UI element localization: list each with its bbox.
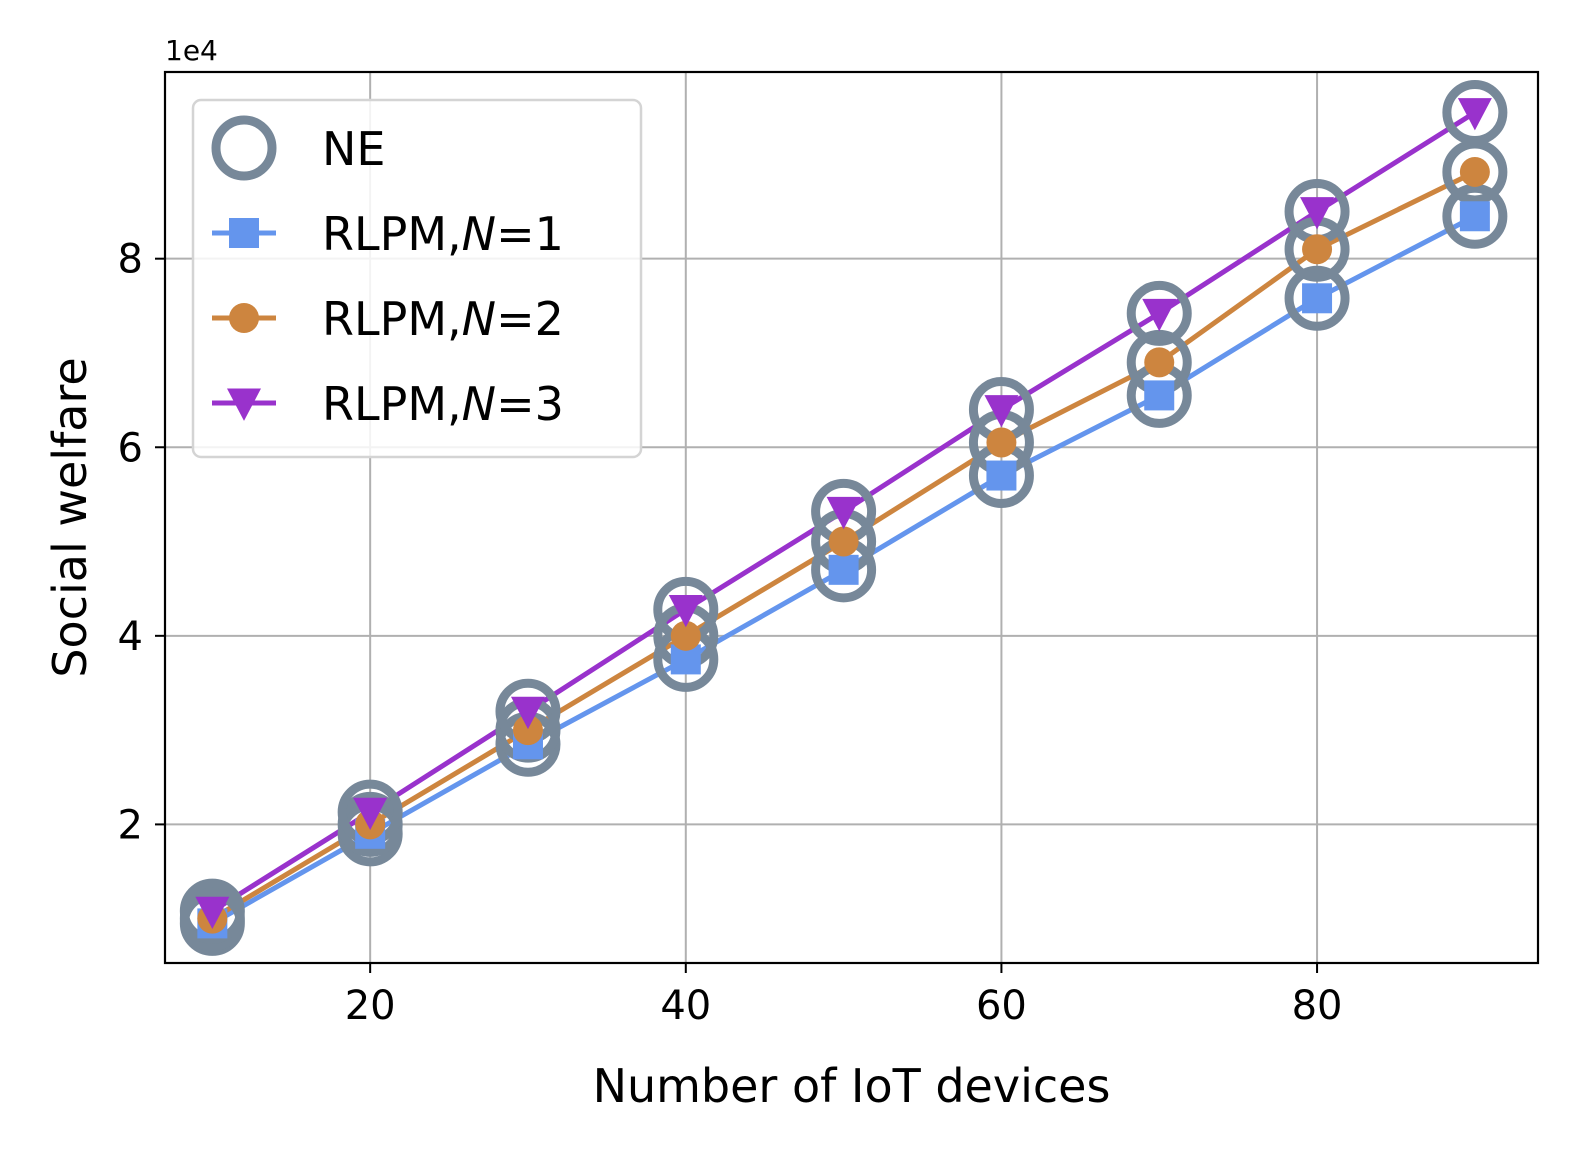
legend: NE RLPM,N=1 RLPM,N=2 RLPM,N=3 (191, 98, 643, 459)
data-point (195, 896, 230, 929)
data-point (1142, 298, 1177, 332)
data-point (670, 620, 701, 651)
data-point (828, 526, 859, 557)
data-point (986, 460, 1017, 491)
series-markers (195, 98, 1492, 939)
data-point (668, 594, 703, 628)
x-tick-label: 40 (660, 983, 711, 1029)
data-point (1144, 380, 1175, 411)
legend-label: RLPM,N=3 (322, 377, 564, 431)
ne-point (1126, 280, 1192, 346)
x-tick-label: 60 (976, 983, 1027, 1029)
legend-box (191, 98, 643, 459)
y-axis-title: Social welfare (43, 357, 97, 677)
ne-point (179, 878, 245, 944)
y-tick-label: 8 (118, 237, 143, 283)
data-point (1302, 283, 1333, 314)
legend-handle-marker (227, 388, 261, 421)
data-point (1459, 156, 1490, 187)
legend-label: RLPM,N=1 (322, 207, 564, 261)
data-point (828, 554, 859, 585)
data-point (510, 696, 545, 730)
y-tick-label: 6 (118, 425, 143, 471)
legend-label-ne: NE (322, 122, 385, 176)
x-tick-label: 80 (1292, 983, 1343, 1029)
ticks: 20 40 60 80 2 4 6 8 (118, 237, 1343, 1029)
data-point (353, 797, 388, 830)
y-offset-label: 1e4 (165, 34, 218, 67)
ne-point (1442, 183, 1508, 249)
data-point (1457, 98, 1492, 131)
data-point (826, 496, 861, 530)
legend-handle-marker (229, 303, 259, 333)
plot-frame (163, 70, 1540, 965)
y-tick-label: 4 (118, 614, 143, 660)
ne-point (1284, 265, 1350, 331)
y-tick-label: 2 (118, 802, 143, 848)
ne-point (1442, 80, 1508, 146)
data-point (1302, 234, 1333, 265)
x-tick-label: 20 (345, 983, 396, 1029)
legend-label: RLPM,N=2 (322, 292, 564, 346)
data-point (1459, 201, 1490, 232)
data-point (1144, 347, 1175, 378)
data-point (1300, 197, 1335, 230)
x-axis-title: Number of IoT devices (593, 1059, 1111, 1113)
data-point (984, 395, 1019, 428)
data-point (512, 715, 543, 746)
legend-handle-ne (211, 115, 277, 181)
legend-handle-marker (229, 218, 259, 248)
data-point (986, 427, 1017, 458)
